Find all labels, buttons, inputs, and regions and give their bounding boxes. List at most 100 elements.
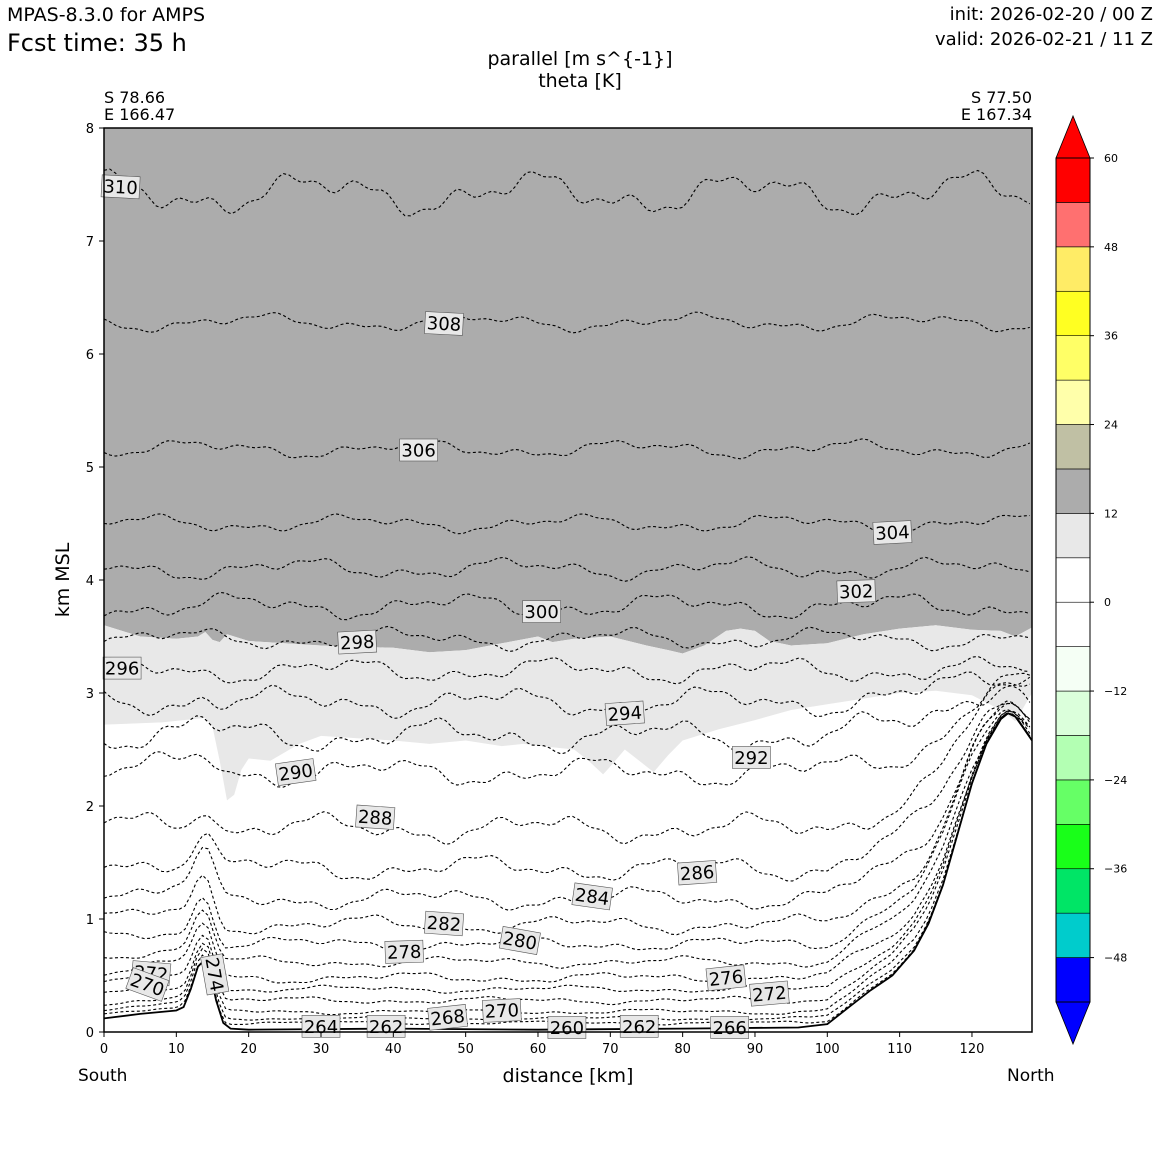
terrain-line (104, 712, 1032, 1031)
contour-label-286: 286 (677, 860, 718, 885)
contour-label-box (424, 311, 464, 336)
colorbar-segment (1055, 513, 1091, 559)
forecast-time: Fcst time: 35 h (7, 29, 187, 57)
contour-label-box (355, 804, 396, 830)
contour-label-box (100, 174, 141, 200)
contour-label-box (427, 1004, 468, 1031)
colorbar-tick-label: 0 (1104, 596, 1111, 609)
contour-label-text: 280 (501, 928, 538, 955)
contour-label-box (710, 1016, 750, 1039)
contour-label-text: 304 (875, 522, 910, 545)
contour-label-box (547, 1016, 587, 1039)
contour-label-box (200, 953, 230, 996)
theta-contour-266 (104, 712, 1031, 1026)
contour-label-box (705, 964, 747, 992)
contour-label-288: 288 (355, 804, 396, 830)
theta-contour-290 (104, 672, 1030, 788)
contour-label-text: 286 (679, 862, 715, 885)
contour-label-box (522, 600, 561, 623)
x-tick-label: 60 (530, 1042, 547, 1057)
contour-label-box (732, 746, 771, 769)
chart-title-theta: theta [K] (538, 70, 622, 92)
contour-label-text: 260 (550, 1018, 584, 1039)
theta-contour-272 (104, 712, 1031, 1006)
colorbar-tick-label: −48 (1104, 952, 1127, 965)
contour-label-text: 282 (426, 913, 462, 936)
theta-contour-302 (104, 556, 1030, 582)
contour-label-text: 268 (430, 1006, 466, 1030)
contour-label-text: 276 (708, 967, 744, 991)
y-tick-label: 0 (86, 1026, 94, 1041)
contour-label-272: 272 (749, 980, 790, 1007)
colorbar-tick-label: 36 (1104, 330, 1118, 343)
x-axis-label: distance [km] (502, 1065, 634, 1087)
contour-label-box (384, 939, 424, 964)
theta-contour-298 (104, 625, 1030, 653)
contour-label-box (337, 629, 378, 655)
colorbar-segment (1055, 690, 1091, 736)
theta-contour-274 (104, 710, 1031, 994)
contour-label-300: 300 (522, 600, 561, 623)
theta-contour-276 (104, 710, 1031, 985)
chart-title-parallel: parallel [m s^{-1}] (487, 48, 673, 70)
x-tick-label: 110 (887, 1042, 912, 1057)
contour-label-282: 282 (423, 910, 465, 937)
theta-contour-268 (104, 712, 1031, 1022)
y-tick-label: 5 (86, 461, 94, 476)
south-label: South (78, 1066, 128, 1086)
y-tick-label: 6 (86, 348, 94, 363)
contour-label-box (872, 520, 913, 545)
colorbar-under-arrow (1055, 1001, 1091, 1046)
x-tick-label: 10 (168, 1042, 185, 1057)
contour-label-text: 302 (839, 581, 874, 603)
contour-label-306: 306 (399, 438, 438, 462)
shade-region-12-18 (104, 128, 1032, 654)
contour-label-text: 278 (387, 942, 422, 964)
colorbar-segment (1055, 557, 1091, 603)
theta-contour-306 (104, 438, 1031, 460)
contour-label-box (399, 438, 438, 462)
theta-contour-310 (104, 168, 1031, 217)
contour-label-304: 304 (872, 520, 913, 545)
colorbar-tick-label: 60 (1104, 152, 1118, 165)
shade-region-6-12 (104, 625, 1032, 801)
y-axis-label: km MSL (52, 542, 74, 618)
north-endpoint-lat: S 77.50 (970, 88, 1032, 107)
contour-label-text: 310 (103, 176, 138, 199)
contour-label-text: 294 (607, 703, 643, 726)
contour-label-278: 278 (384, 939, 424, 964)
theta-contour-284 (104, 702, 1031, 911)
theta-contour-278 (104, 712, 1031, 969)
colorbar-segment (1055, 646, 1091, 692)
colorbar-tick-label: 48 (1104, 241, 1118, 254)
colorbar-segment (1055, 468, 1091, 514)
contour-label-292: 292 (732, 746, 771, 769)
contour-label-text: 288 (357, 807, 393, 830)
x-tick-label: 70 (602, 1042, 619, 1057)
theta-contour-286 (104, 702, 1031, 882)
theta-contour-300 (104, 591, 1030, 621)
colorbar-tick-label: 24 (1104, 419, 1118, 432)
contour-label-266: 266 (710, 1016, 750, 1039)
contour-label-text: 262 (622, 1017, 656, 1038)
colorbar-segment (1055, 424, 1091, 470)
x-tick-label: 50 (457, 1042, 474, 1057)
contour-label-text: 284 (574, 885, 611, 911)
colorbar-segment (1055, 157, 1091, 203)
colorbar-tick-label: 12 (1104, 507, 1118, 520)
contour-label-290: 290 (275, 758, 317, 786)
contour-label-box (423, 910, 465, 937)
contour-label-302: 302 (836, 579, 876, 603)
contour-label-262: 262 (619, 1015, 659, 1038)
y-tick-label: 3 (86, 687, 94, 702)
contour-label-box (125, 967, 170, 1002)
theta-contour-270 (104, 712, 1031, 1016)
init-time: init: 2026-02-20 / 00 Z (949, 4, 1153, 25)
theta-contour-296 (104, 655, 1030, 685)
colorbar-segment (1055, 290, 1091, 336)
x-tick-label: 80 (674, 1042, 691, 1057)
y-tick-label: 7 (86, 235, 94, 250)
x-tick-label: 40 (385, 1042, 402, 1057)
colorbar-segment (1055, 957, 1091, 1003)
